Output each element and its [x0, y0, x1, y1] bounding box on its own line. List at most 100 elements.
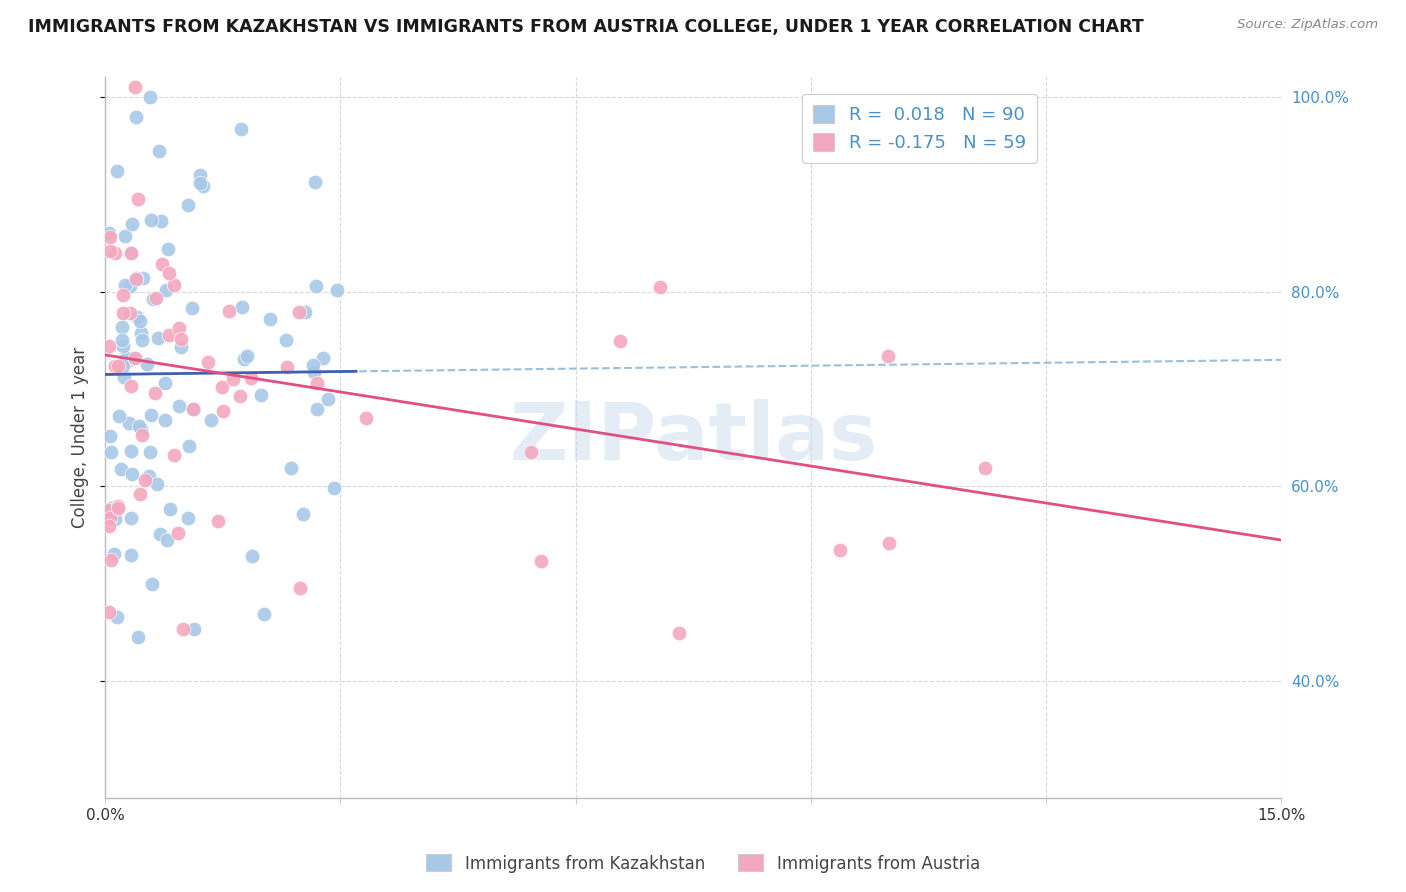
- Point: [287, 304, 309, 318]
- Point: [120, 246, 142, 260]
- Point: [176, 511, 198, 525]
- Point: [129, 422, 152, 436]
- Point: [110, 461, 132, 475]
- Point: [111, 339, 134, 353]
- Point: [150, 257, 173, 271]
- Point: [128, 313, 150, 327]
- Point: [159, 501, 181, 516]
- Point: [107, 499, 129, 513]
- Point: [100, 500, 122, 515]
- Point: [98, 226, 121, 240]
- Point: [148, 145, 170, 159]
- Point: [111, 306, 134, 320]
- Point: [157, 242, 180, 256]
- Point: [121, 217, 143, 231]
- Point: [104, 512, 127, 526]
- Point: [150, 214, 173, 228]
- Point: [121, 351, 143, 365]
- Point: [155, 283, 177, 297]
- Point: [107, 409, 129, 423]
- Point: [190, 176, 212, 190]
- Point: [354, 411, 377, 425]
- Point: [118, 417, 141, 431]
- Point: [156, 533, 179, 548]
- Point: [167, 321, 190, 335]
- Point: [98, 518, 121, 533]
- Point: [120, 443, 142, 458]
- Point: [183, 622, 205, 636]
- Point: [291, 507, 314, 521]
- Point: [183, 402, 205, 417]
- Text: IMMIGRANTS FROM KAZAKHSTAN VS IMMIGRANTS FROM AUSTRIA COLLEGE, UNDER 1 YEAR CORR: IMMIGRANTS FROM KAZAKHSTAN VS IMMIGRANTS…: [28, 18, 1144, 36]
- Point: [98, 511, 121, 525]
- Point: [170, 332, 193, 346]
- Point: [120, 279, 142, 293]
- Point: [120, 306, 142, 320]
- Point: [155, 376, 177, 390]
- Point: [141, 576, 163, 591]
- Point: [127, 193, 149, 207]
- Point: [104, 246, 127, 260]
- Point: [114, 277, 136, 292]
- Point: [146, 331, 169, 345]
- Point: [212, 404, 235, 418]
- Point: [188, 168, 211, 182]
- Point: [143, 386, 166, 401]
- Point: [117, 353, 139, 368]
- Point: [98, 605, 121, 619]
- Point: [100, 553, 122, 567]
- Point: [98, 503, 121, 517]
- Point: [107, 500, 129, 515]
- Point: [128, 418, 150, 433]
- Point: [302, 358, 325, 372]
- Point: [530, 554, 553, 568]
- Point: [288, 581, 311, 595]
- Point: [231, 300, 253, 314]
- Point: [197, 355, 219, 369]
- Point: [141, 409, 163, 423]
- Point: [135, 357, 157, 371]
- Point: [112, 359, 135, 373]
- Point: [148, 526, 170, 541]
- Point: [259, 311, 281, 326]
- Point: [240, 549, 263, 563]
- Point: [105, 164, 128, 178]
- Point: [305, 278, 328, 293]
- Point: [125, 271, 148, 285]
- Point: [98, 429, 121, 443]
- Point: [280, 461, 302, 475]
- Point: [163, 448, 186, 462]
- Point: [131, 333, 153, 347]
- Point: [131, 427, 153, 442]
- Point: [276, 360, 298, 375]
- Point: [110, 320, 132, 334]
- Point: [249, 388, 271, 402]
- Point: [138, 469, 160, 483]
- Point: [107, 359, 129, 373]
- Point: [112, 287, 135, 301]
- Point: [323, 481, 346, 495]
- Point: [98, 339, 121, 353]
- Y-axis label: College, Under 1 year: College, Under 1 year: [72, 347, 89, 528]
- Point: [172, 622, 194, 636]
- Point: [207, 514, 229, 528]
- Point: [134, 474, 156, 488]
- Point: [125, 110, 148, 124]
- Point: [100, 444, 122, 458]
- Point: [104, 359, 127, 373]
- Point: [233, 352, 256, 367]
- Point: [105, 610, 128, 624]
- Point: [253, 607, 276, 621]
- Point: [609, 334, 631, 348]
- Point: [124, 80, 146, 95]
- Point: [103, 547, 125, 561]
- Point: [125, 272, 148, 286]
- Point: [111, 334, 134, 348]
- Point: [114, 228, 136, 243]
- Point: [127, 310, 149, 325]
- Point: [294, 305, 316, 319]
- Point: [120, 511, 142, 525]
- Point: [307, 376, 329, 390]
- Point: [181, 401, 204, 416]
- Point: [128, 486, 150, 500]
